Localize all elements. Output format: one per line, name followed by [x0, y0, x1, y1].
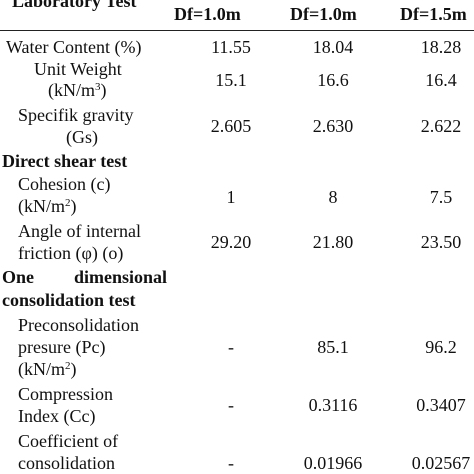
section-consolidation-title-line1: One dimensional	[2, 267, 167, 287]
section-direct-shear-title: Direct shear test	[2, 151, 128, 171]
cell-friction-2: 21.80	[312, 232, 354, 252]
cell-water-content-3: 18.28	[420, 37, 462, 57]
cell-unit-weight-1: 15.1	[215, 70, 247, 90]
cell-cohesion-1: 1	[226, 187, 236, 207]
row-label-specific-gravity-line1: Specifik gravity	[18, 105, 134, 125]
cell-precon-2: 85.1	[317, 337, 349, 357]
cell-precon-3: 96.2	[425, 337, 457, 357]
row-label-cohesion-line2: (kN/m2)	[18, 196, 77, 216]
cell-friction-3: 23.50	[420, 232, 462, 252]
header-col3: Df=1.5m	[400, 4, 467, 24]
cell-friction-1: 29.20	[210, 232, 252, 252]
cell-water-content-1: 11.55	[211, 37, 251, 57]
row-label-cohesion-line1: Cohesion (c)	[18, 174, 111, 194]
cell-cohesion-3: 7.5	[429, 187, 453, 207]
cell-water-content-2: 18.04	[312, 37, 354, 57]
row-label-compression-line1: Compression	[18, 384, 114, 404]
cell-compression-3: 0.3407	[416, 395, 466, 415]
row-label-coefficient-line2: consolidation	[18, 453, 115, 473]
row-label-unit-weight-line2: (kN/m3)	[48, 80, 107, 100]
header-rule	[0, 30, 474, 31]
section-consolidation-title-line2: consolidation test	[2, 290, 136, 310]
row-label-friction-line2: friction (φ) (o)	[18, 243, 124, 263]
row-label-friction-line1: Angle of internal	[18, 221, 141, 241]
cell-coefficient-3: 0.02567	[411, 453, 471, 473]
header-col2: Df=1.0m	[290, 4, 357, 24]
row-label-water-content: Water Content (%)	[6, 37, 142, 57]
row-label-specific-gravity-line2: (Gs)	[66, 127, 98, 147]
cell-compression-1: -	[228, 395, 234, 415]
header-lab-test: Laboratory Test	[12, 0, 137, 11]
cell-specific-gravity-1: 2.605	[210, 116, 252, 136]
row-label-precon-line2: presure (Pc)	[18, 337, 106, 357]
row-label-precon-line3: (kN/m2)	[18, 359, 77, 379]
cell-unit-weight-3: 16.4	[425, 70, 457, 90]
cell-precon-1: -	[228, 337, 234, 357]
cell-unit-weight-2: 16.6	[317, 70, 349, 90]
cell-specific-gravity-2: 2.630	[312, 116, 354, 136]
row-label-compression-line2: Index (Cc)	[18, 406, 96, 426]
header-col1: Df=1.0m	[174, 4, 241, 24]
row-label-precon-line1: Preconsolidation	[18, 315, 139, 335]
row-label-coefficient-line1: Coefficient of	[18, 431, 119, 451]
row-label-unit-weight-line1: Unit Weight	[34, 59, 122, 79]
cell-coefficient-1: -	[228, 453, 234, 473]
cell-specific-gravity-3: 2.622	[420, 116, 462, 136]
cell-cohesion-2: 8	[328, 187, 338, 207]
cell-coefficient-2: 0.01966	[303, 453, 363, 473]
cell-compression-2: 0.3116	[308, 395, 358, 415]
